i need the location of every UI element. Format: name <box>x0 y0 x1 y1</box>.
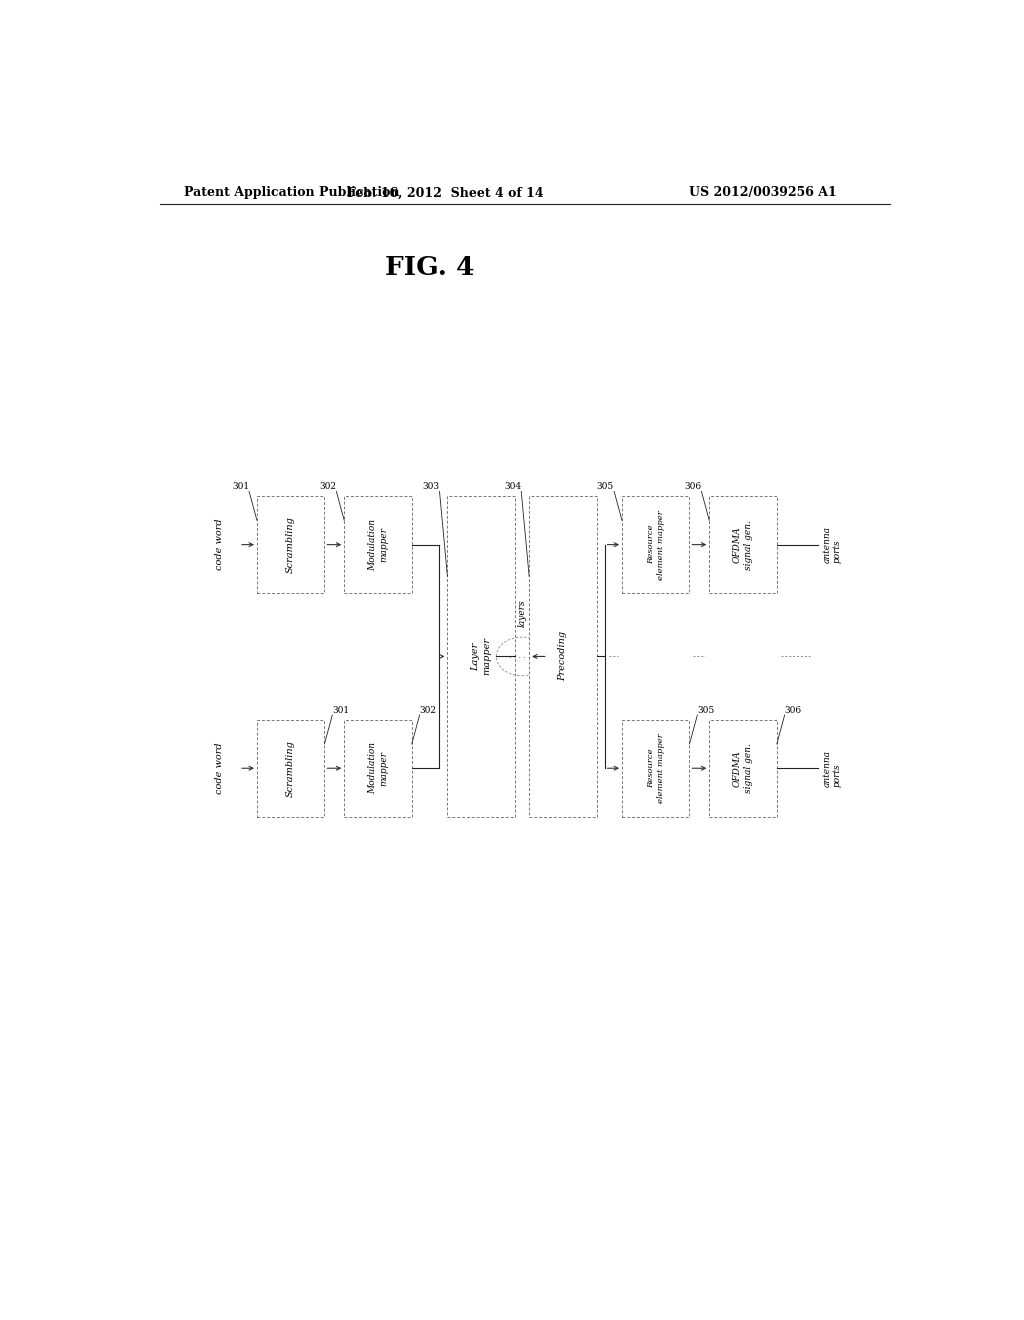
Bar <box>447 496 515 817</box>
Bar <box>710 719 777 817</box>
Text: 306: 306 <box>684 482 701 491</box>
Text: Layer
mapper: Layer mapper <box>471 638 492 676</box>
Text: 305: 305 <box>597 482 614 491</box>
Text: antenna
ports: antenna ports <box>822 750 842 787</box>
Bar <box>529 496 597 817</box>
Text: . . . . . .: . . . . . . <box>509 652 536 660</box>
Text: code word: code word <box>215 519 224 570</box>
Bar <box>344 719 412 817</box>
Bar <box>257 496 325 593</box>
Bar <box>257 719 325 817</box>
Text: layers: layers <box>517 599 526 627</box>
Text: 301: 301 <box>333 706 349 715</box>
Text: Resource
element mapper: Resource element mapper <box>647 510 665 579</box>
Text: 303: 303 <box>423 482 439 491</box>
Text: 302: 302 <box>319 482 336 491</box>
Text: Patent Application Publication: Patent Application Publication <box>183 186 399 199</box>
Text: 306: 306 <box>784 706 802 715</box>
Bar <box>710 496 777 593</box>
Text: 301: 301 <box>231 482 249 491</box>
Text: 302: 302 <box>420 706 436 715</box>
Text: Feb. 16, 2012  Sheet 4 of 14: Feb. 16, 2012 Sheet 4 of 14 <box>347 186 544 199</box>
Text: Scrambling: Scrambling <box>286 516 295 573</box>
Bar <box>344 496 412 593</box>
Text: US 2012/0039256 A1: US 2012/0039256 A1 <box>689 186 837 199</box>
Bar <box>622 496 689 593</box>
Text: code word: code word <box>215 742 224 795</box>
Text: Modulation
mapper: Modulation mapper <box>368 742 388 795</box>
Bar <box>622 719 689 817</box>
Text: Modulation
mapper: Modulation mapper <box>368 519 388 570</box>
Text: OFDMA
signal gen.: OFDMA signal gen. <box>733 743 753 793</box>
Text: FIG. 4: FIG. 4 <box>385 255 474 280</box>
Text: Resource
element mapper: Resource element mapper <box>647 734 665 803</box>
Text: antenna
ports: antenna ports <box>822 527 842 564</box>
Text: Precoding: Precoding <box>558 631 567 681</box>
Text: 305: 305 <box>697 706 715 715</box>
Text: OFDMA
signal gen.: OFDMA signal gen. <box>733 520 753 569</box>
Text: Scrambling: Scrambling <box>286 739 295 797</box>
Text: 304: 304 <box>504 482 521 491</box>
